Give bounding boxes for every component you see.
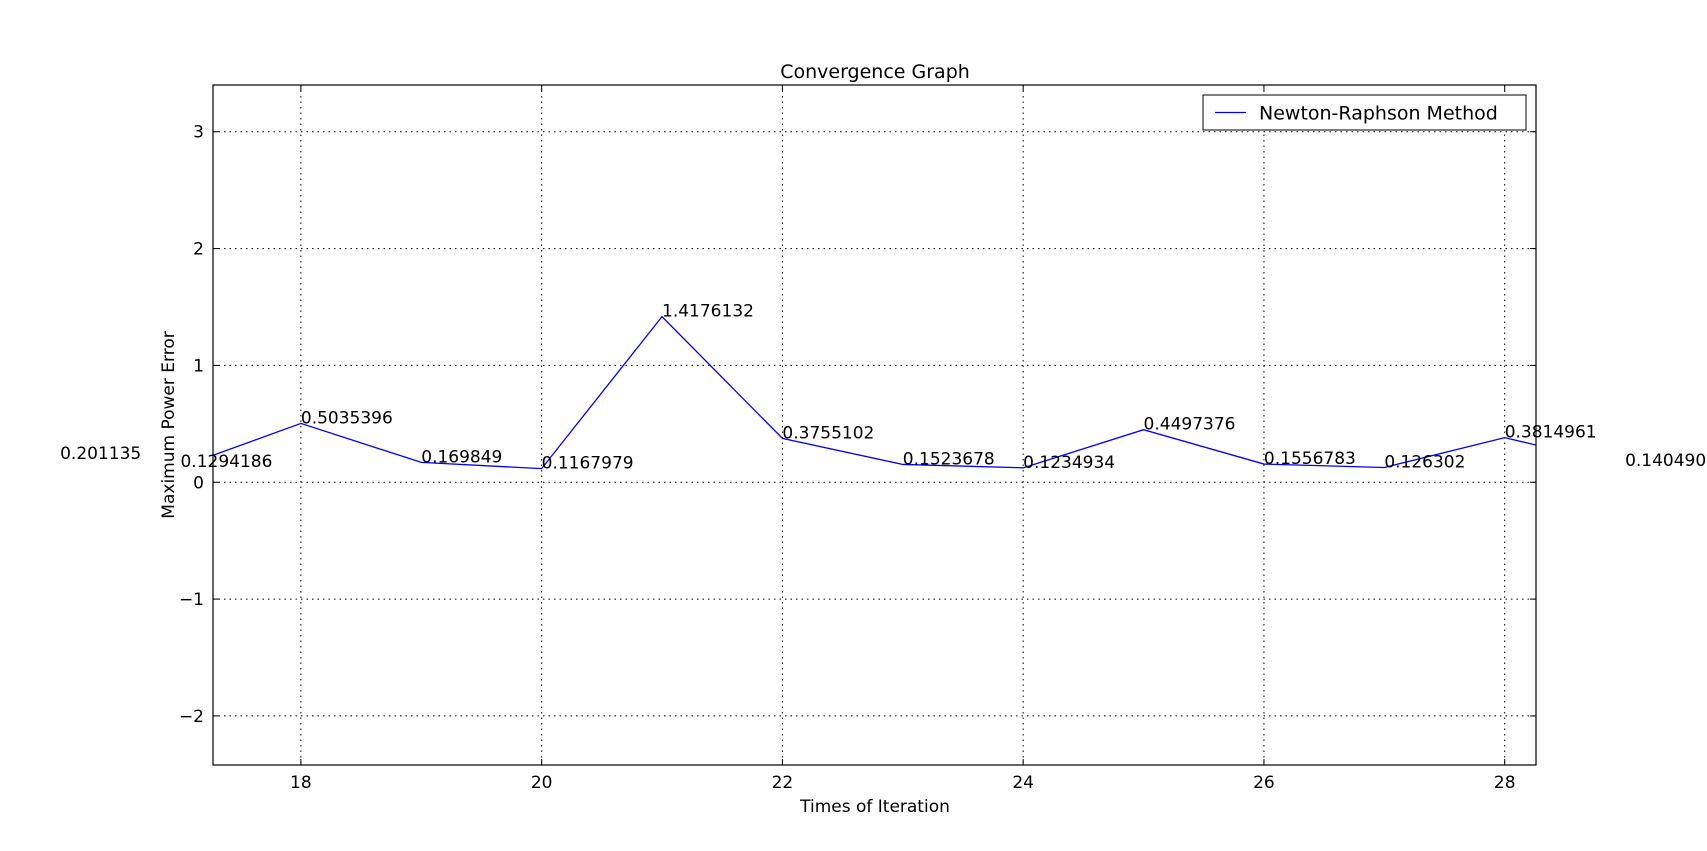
x-tick-label: 20 [531,773,553,793]
data-label: 0.1404908 [1625,451,1707,471]
y-tick-label: −2 [179,707,204,727]
plot-area [213,315,1536,470]
data-label: 0.1523678 [903,449,995,469]
x-tick-label: 28 [1494,773,1516,793]
y-tick-label: 1 [193,356,204,376]
data-label: 0.126302 [1384,452,1465,472]
data-label: 0.3755102 [782,423,874,443]
y-tick-label: 2 [193,240,204,260]
x-axis-label: Times of Iteration [799,797,950,817]
data-label: 0.5035396 [301,408,393,428]
data-label: 0.4497376 [1144,415,1236,435]
y-axis-label: Maximum Power Error [159,331,179,518]
data-label: 0.1294186 [180,452,272,472]
data-label: 0.201135 [60,444,141,464]
data-line [213,315,1536,470]
x-tick-label: 26 [1253,773,1275,793]
chart-title: Convergence Graph [780,61,970,83]
x-tick-label: 22 [772,773,794,793]
x-tick-label: 18 [290,773,312,793]
y-tick-label: 3 [193,123,204,143]
y-tick-label: −1 [179,590,204,610]
data-label: 1.4176132 [662,302,754,322]
legend-label: Newton-Raphson Method [1259,103,1498,125]
plot-frame [212,84,1537,766]
data-label: 0.1167979 [542,454,634,474]
data-label: 0.3814961 [1505,423,1597,443]
legend-box [1202,94,1527,131]
data-label: 0.1234934 [1023,453,1115,473]
data-label: 0.1556783 [1264,449,1356,469]
data-label: 0.169849 [421,447,502,467]
y-tick-label: 0 [193,473,204,493]
x-tick-label: 24 [1012,773,1034,793]
